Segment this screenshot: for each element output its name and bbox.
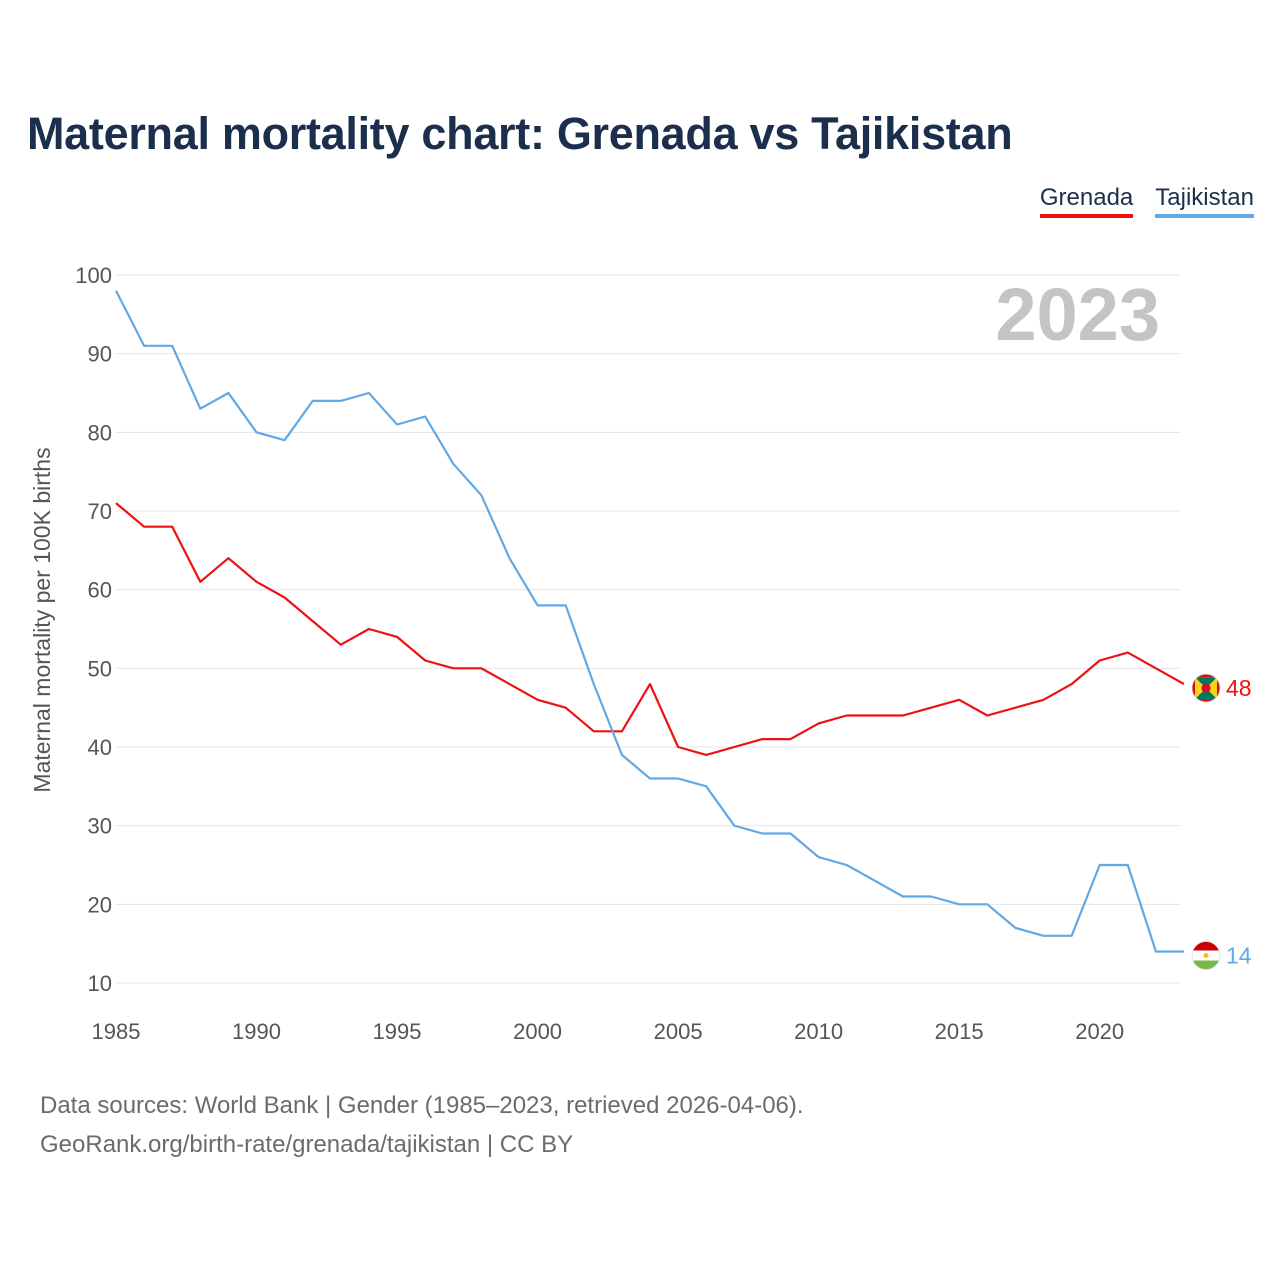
series-line-tajikistan [115, 290, 1184, 953]
y-tick-label: 100 [75, 263, 112, 288]
y-tick-label: 40 [88, 735, 112, 760]
legend-item-grenada[interactable]: Grenada [1039, 184, 1134, 218]
x-tick-label: 2020 [1075, 1019, 1124, 1044]
line-chart: 10 20 30 40 50 60 70 80 90 100 1985 1990 1995 2000 20… [29, 263, 1252, 1044]
end-value-grenada: 48 [1226, 675, 1252, 701]
y-tick-label: 90 [88, 342, 112, 367]
x-tick-label: 1985 [92, 1019, 141, 1044]
flag-tajikistan-icon [1191, 941, 1221, 970]
x-tick-label: 1990 [232, 1019, 281, 1044]
page-title: Maternal mortality chart: Grenada vs Taj… [27, 108, 1013, 159]
y-axis-ticks: 10 20 30 40 50 60 70 80 90 100 [75, 263, 112, 996]
year-watermark: 2023 [995, 273, 1160, 356]
legend: Grenada Tajikistan [1039, 184, 1254, 218]
y-tick-label: 20 [88, 892, 112, 917]
footer-source: Data sources: World Bank | Gender (1985–… [40, 1092, 804, 1119]
end-value-tajikistan: 14 [1226, 943, 1252, 969]
x-tick-label: 2010 [794, 1019, 843, 1044]
end-markers: 48 14 [1191, 673, 1252, 970]
legend-item-tajikistan[interactable]: Tajikistan [1155, 184, 1254, 218]
flag-grenada-icon [1191, 673, 1221, 703]
x-axis-ticks: 1985 1990 1995 2000 2005 2010 2015 2020 [92, 1019, 1125, 1044]
footer-link[interactable]: GeoRank.org/birth-rate/grenada/tajikista… [40, 1131, 574, 1158]
y-tick-label: 60 [88, 578, 112, 603]
y-tick-label: 80 [88, 420, 112, 445]
gridlines [116, 274, 1180, 984]
series-line-grenada [115, 502, 1185, 757]
series-lines [115, 290, 1185, 953]
y-tick-label: 30 [88, 814, 112, 839]
y-tick-label: 10 [88, 971, 112, 996]
x-tick-label: 2015 [935, 1019, 984, 1044]
footer: Data sources: World Bank | Gender (1985–… [40, 1086, 804, 1164]
y-tick-label: 70 [88, 499, 112, 524]
x-tick-label: 1995 [373, 1019, 422, 1044]
y-tick-label: 50 [88, 656, 112, 681]
x-tick-label: 2000 [513, 1019, 562, 1044]
y-axis-label: Maternal mortality per 100K births [29, 447, 55, 792]
x-tick-label: 2005 [654, 1019, 703, 1044]
